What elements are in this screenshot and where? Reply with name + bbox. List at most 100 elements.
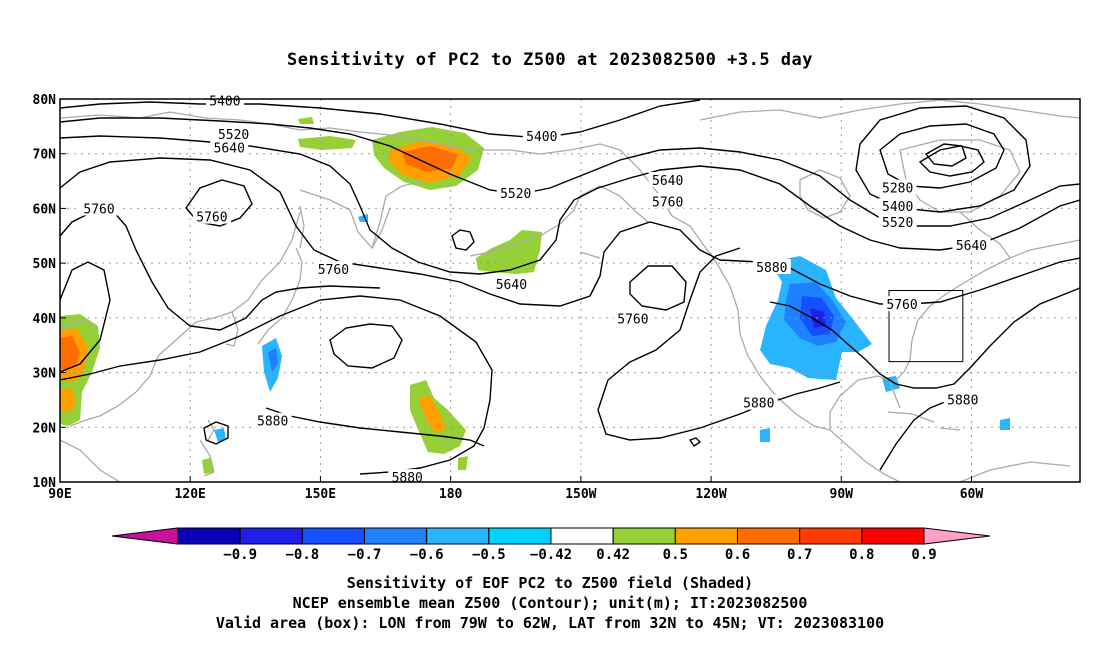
colorbar-label: 0.42 [596,547,630,563]
colorbar-label: −0.8 [285,547,319,563]
contour-label-bg [739,394,778,410]
lat-label: 80N [33,93,57,108]
contour-tiny-pac [688,437,702,447]
contour-label-bg [613,310,652,326]
contour-label: 5760 [83,202,114,217]
contour-label: 5520 [500,187,531,202]
lat-label: 70N [33,148,57,163]
coast-japan [257,247,303,345]
lon-label: 150W [565,487,596,502]
colorbar-swatch [861,527,925,545]
contour-label: 5760 [196,211,227,226]
contour-label-bg [214,126,253,142]
map-frame [59,98,1081,483]
contour-label: 5400 [882,200,913,215]
shade-greenland-green [298,136,356,150]
contour-label-bg [205,92,244,108]
lat-label: 20N [33,421,57,436]
coast-alaska [480,143,701,241]
contour-5880-loop [329,323,403,369]
caption: Sensitivity of EOF PC2 to Z500 field (Sh… [0,573,1100,633]
lat-label: 50N [33,257,57,272]
contour-5880-na [769,287,1080,389]
contour-label-bg [388,469,427,485]
contour-label: 5280 [882,182,913,197]
colorbar: −0.9 −0.8 −0.7 −0.6 −0.5 −0.42 0.42 0.5 0.6 0.7 0.… [111,527,991,563]
colorbar-low-triangle [111,527,179,545]
colorbar-label: 0.9 [911,547,936,563]
contour-label-bg [943,391,982,407]
coast-kamchatka [371,207,391,249]
colorbar-swatch [799,527,863,545]
colorbar-swatch [550,527,614,545]
contour-5880-south [771,381,841,403]
contour-label-bg [878,179,917,195]
contour-5880-asia [60,261,111,373]
contour-5520-west [60,117,1080,227]
shade-pacific-orange [418,396,446,434]
lon-label: 150E [305,487,336,502]
lat-label: 60N [33,202,57,217]
contour-label-bg [210,139,249,155]
colorbar-swatch [674,527,738,545]
coast-gulf [829,239,1080,430]
colorbar-label: 0.5 [663,547,688,563]
caption-line-3: Valid area (box): LON from 79W to 62W, L… [215,614,885,632]
coast-okhotsk [299,181,421,250]
colorbar-label: −0.42 [530,547,572,563]
contour-label-bg [522,128,561,144]
contour-label-bg [192,208,231,224]
colorbar-label: 0.6 [725,547,750,563]
sensitivity-shading [60,117,1010,474]
lon-label: 90W [830,487,854,502]
contour-label: 5640 [496,278,527,293]
shade-japan-blue [268,348,278,372]
contour-label-bg [878,214,917,230]
colorbar-label: −0.6 [410,547,444,563]
shade-small-green [298,117,314,124]
colorbar-high-triangle [923,527,991,545]
contour-5880-pacific [60,295,493,475]
coast-east-asia [69,211,301,427]
shade-gulf-blue [760,428,770,442]
contour-label: 5880 [947,393,978,408]
contour-label: 5520 [218,128,249,143]
contour-low-5280-inner [924,143,967,167]
contour-5400-west [60,99,701,139]
coast-central-america [829,429,901,482]
coast-russia-arctic [60,111,481,151]
lat-label: 40N [33,312,57,327]
contour-label: 5760 [886,298,917,313]
contour-5880-jp-south [265,407,485,447]
caption-line-2: NCEP ensemble mean Z500 (Contour); unit(… [292,594,808,612]
lon-label: 180 [439,487,463,502]
colorbar-swatch [612,527,676,545]
coast-south-america [959,461,1071,482]
contour-label: 5640 [214,142,245,157]
shade-china-darkorange [60,336,80,370]
coast-aleutians [469,235,601,259]
valid-area-box [888,290,964,363]
contour-label-bg [492,275,531,291]
contour-low-5520 [855,105,1031,213]
coast-greenland [899,139,1021,213]
contour-label: 5880 [257,415,288,430]
colorbar-label: −0.5 [472,547,506,563]
contour-label: 5760 [318,263,349,278]
contour-closed-5520-small [451,229,475,251]
colorbar-label: −0.7 [348,547,382,563]
caption-line-1: Sensitivity of EOF PC2 to Z500 field (Sh… [346,574,754,592]
lat-label: 10N [33,476,57,491]
contour-label: 5760 [617,312,648,327]
coast-na-west [699,239,831,431]
contour-label-bg [952,237,991,253]
contour-label-bg [80,200,119,216]
shade-china-south-orange [60,388,76,412]
colorbar-swatch [488,527,552,545]
contour-label-bg [878,198,917,214]
colorbar-swatch [177,527,241,545]
contour-5640-west [60,135,1080,275]
shade-tw-blue [214,428,226,442]
